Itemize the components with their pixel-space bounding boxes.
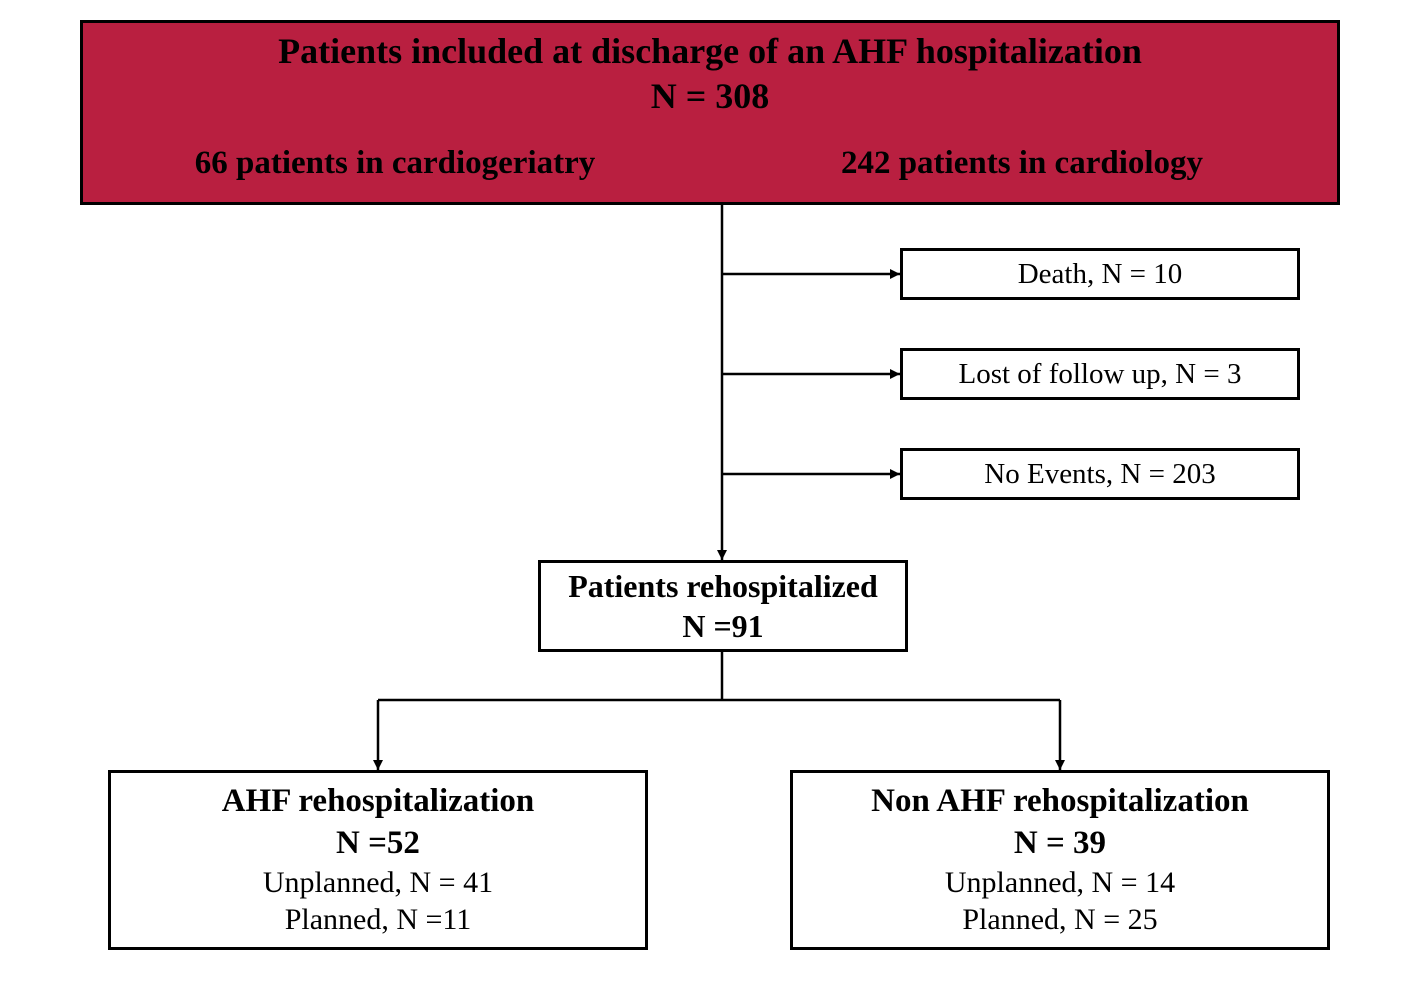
outcome-nonahf-n: N = 39 — [1014, 823, 1106, 864]
side-box-no-events: No Events, N = 203 — [900, 448, 1300, 500]
side-box-death: Death, N = 10 — [900, 248, 1300, 300]
outcome-nonahf-title: Non AHF rehospitalization — [871, 781, 1249, 822]
split-left: 66 patients in cardiogeriatry — [80, 125, 710, 205]
outcome-nonahf-box: Non AHF rehospitalization N = 39 Unplann… — [790, 770, 1330, 950]
outcome-nonahf-planned: Planned, N = 25 — [962, 901, 1157, 939]
header-title: Patients included at discharge of an AHF… — [278, 29, 1142, 74]
rehospitalized-n: N =91 — [682, 606, 763, 646]
header-box: Patients included at discharge of an AHF… — [80, 20, 1340, 128]
no-events-text: No Events, N = 203 — [984, 456, 1215, 492]
flowchart-canvas: Patients included at discharge of an AHF… — [0, 0, 1420, 985]
outcome-nonahf-unplanned: Unplanned, N = 14 — [945, 864, 1175, 902]
split-left-text: 66 patients in cardiogeriatry — [195, 143, 596, 184]
lost-text: Lost of follow up, N = 3 — [959, 356, 1242, 392]
side-box-lost: Lost of follow up, N = 3 — [900, 348, 1300, 400]
outcome-ahf-box: AHF rehospitalization N =52 Unplanned, N… — [108, 770, 648, 950]
outcome-ahf-n: N =52 — [336, 823, 420, 864]
outcome-ahf-planned: Planned, N =11 — [285, 901, 472, 939]
death-text: Death, N = 10 — [1018, 256, 1183, 292]
header-n: N = 308 — [651, 74, 770, 119]
split-right-text: 242 patients in cardiology — [841, 143, 1203, 184]
outcome-ahf-title: AHF rehospitalization — [222, 781, 535, 822]
rehospitalized-box: Patients rehospitalized N =91 — [538, 560, 908, 652]
outcome-ahf-unplanned: Unplanned, N = 41 — [263, 864, 493, 902]
split-right: 242 patients in cardiology — [707, 125, 1340, 205]
rehospitalized-title: Patients rehospitalized — [568, 566, 878, 606]
